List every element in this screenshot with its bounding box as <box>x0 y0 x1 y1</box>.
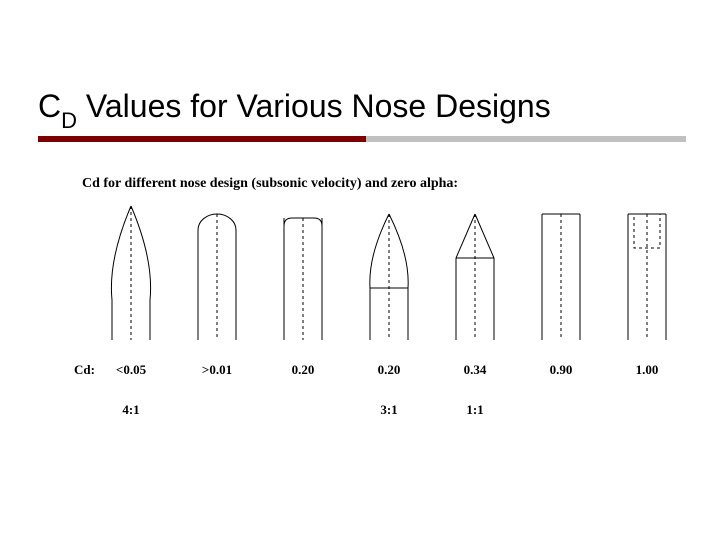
cd-value: 0.90 <box>530 362 592 378</box>
nose-svg <box>444 200 506 340</box>
cd-value: 1.00 <box>616 362 678 378</box>
nose-shape-flat <box>530 200 592 340</box>
nose-shape-short-ogive <box>358 200 420 340</box>
nose-svg <box>100 200 162 340</box>
nose-svg <box>186 200 248 340</box>
ratio-value: 4:1 <box>100 402 162 418</box>
ratio-value: 3:1 <box>358 402 420 418</box>
nose-shape-rounded <box>272 200 334 340</box>
cd-value: >0.01 <box>186 362 248 378</box>
title-underline-dark <box>38 136 366 142</box>
cd-value: 0.20 <box>272 362 334 378</box>
nose-svg <box>272 200 334 340</box>
nose-shape-ogive <box>100 200 162 340</box>
title-subscript: D <box>61 108 77 133</box>
shapes-row <box>78 200 680 340</box>
cd-value: 0.20 <box>358 362 420 378</box>
title-underline-light <box>366 136 686 142</box>
title-rest: Values for Various Nose Designs <box>77 88 551 124</box>
cd-value: <0.05 <box>100 362 162 378</box>
nose-svg <box>358 200 420 340</box>
cd-label: Cd: <box>74 362 95 378</box>
nose-shape-hollow <box>616 200 678 340</box>
cd-value: 0.34 <box>444 362 506 378</box>
nose-svg <box>530 200 592 340</box>
ratio-value: 1:1 <box>444 402 506 418</box>
nose-svg <box>616 200 678 340</box>
title-prefix: C <box>38 88 61 124</box>
nose-shape-hemisphere <box>186 200 248 340</box>
subtitle: Cd for different nose design (subsonic v… <box>82 176 458 192</box>
nose-shape-cone <box>444 200 506 340</box>
page-title: CD Values for Various Nose Designs <box>38 88 551 130</box>
